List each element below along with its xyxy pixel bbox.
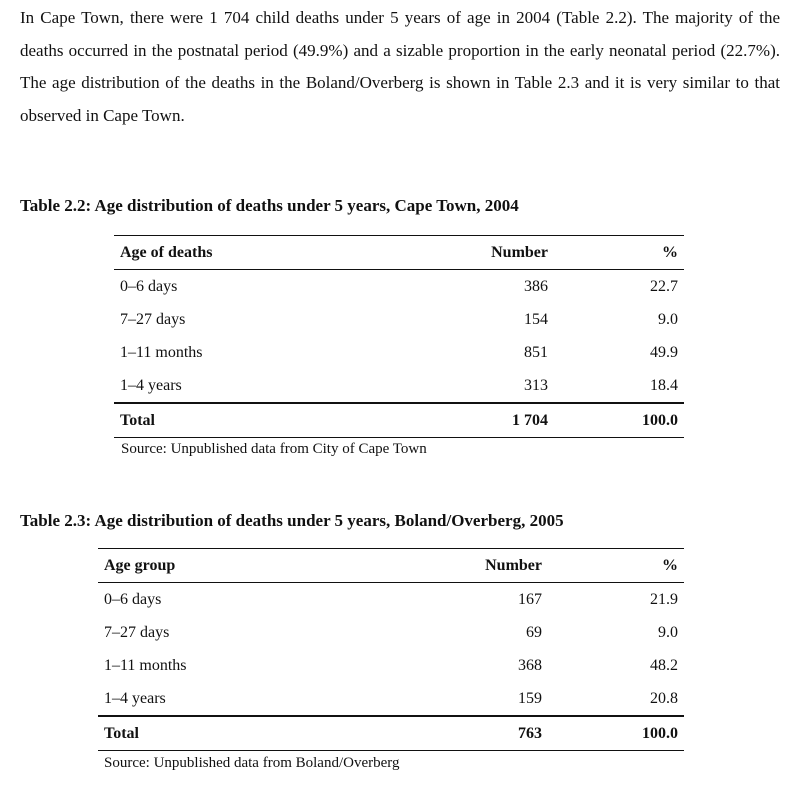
row-number: 386: [524, 277, 548, 295]
row-label: 7–27 days: [120, 310, 186, 328]
total-label: Total: [98, 715, 398, 751]
table-row: 0–6 days 386 22.7: [114, 270, 684, 304]
header-age: Age group: [98, 548, 398, 583]
row-percent: 48.2: [650, 656, 678, 674]
table-row: 1–4 years 159 20.8: [98, 682, 684, 716]
table-2-2: Age of deaths Number % 0–6 days 386 22.7…: [114, 235, 684, 438]
row-percent: 22.7: [650, 277, 678, 295]
table-2-3: Age group Number % 0–6 days 167 21.9 7–2…: [98, 548, 684, 751]
header-number: Number: [414, 235, 554, 270]
row-label: 0–6 days: [120, 277, 178, 295]
row-number: 851: [524, 343, 548, 361]
total-percent: 100.0: [548, 715, 684, 751]
row-percent: 9.0: [658, 310, 678, 328]
intro-paragraph: In Cape Town, there were 1 704 child dea…: [20, 8, 780, 125]
row-label: 1–11 months: [120, 343, 203, 361]
table-row: 0–6 days 167 21.9: [98, 583, 684, 617]
header-age: Age of deaths: [114, 235, 414, 270]
total-number: 1 704: [414, 402, 554, 438]
row-number: 154: [524, 310, 548, 328]
table-row: 7–27 days 154 9.0: [114, 303, 684, 336]
row-label: 1–4 years: [120, 376, 182, 394]
table-row: 7–27 days 69 9.0: [98, 616, 684, 649]
table-total-row: Total 1 704 100.0: [114, 402, 684, 438]
row-percent: 49.9: [650, 343, 678, 361]
row-label: 7–27 days: [104, 623, 170, 641]
table-row: 1–4 years 313 18.4: [114, 369, 684, 403]
row-number: 368: [518, 656, 542, 674]
row-percent: 18.4: [650, 376, 678, 394]
header-percent: %: [554, 235, 684, 270]
row-number: 69: [526, 623, 542, 641]
header-number: Number: [398, 548, 548, 583]
row-number: 167: [518, 590, 542, 608]
row-percent: 21.9: [650, 590, 678, 608]
table-header-row: Age group Number %: [98, 548, 684, 583]
table-row: 1–11 months 851 49.9: [114, 336, 684, 369]
row-number: 313: [524, 376, 548, 394]
row-label: 1–4 years: [104, 689, 166, 707]
table-2-2-source: Source: Unpublished data from City of Ca…: [121, 441, 427, 457]
header-percent: %: [548, 548, 684, 583]
table-2-2-caption: Table 2.2: Age distribution of deaths un…: [20, 196, 519, 215]
row-percent: 20.8: [650, 689, 678, 707]
table-2-3-caption: Table 2.3: Age distribution of deaths un…: [20, 511, 564, 530]
row-label: 0–6 days: [104, 590, 162, 608]
row-percent: 9.0: [658, 623, 678, 641]
table-total-row: Total 763 100.0: [98, 715, 684, 751]
table-header-row: Age of deaths Number %: [114, 235, 684, 270]
row-label: 1–11 months: [104, 656, 187, 674]
table-2-3-source: Source: Unpublished data from Boland/Ove…: [104, 755, 400, 771]
total-label: Total: [114, 402, 414, 438]
total-percent: 100.0: [554, 402, 684, 438]
total-number: 763: [398, 715, 548, 751]
table-row: 1–11 months 368 48.2: [98, 649, 684, 682]
row-number: 159: [518, 689, 542, 707]
